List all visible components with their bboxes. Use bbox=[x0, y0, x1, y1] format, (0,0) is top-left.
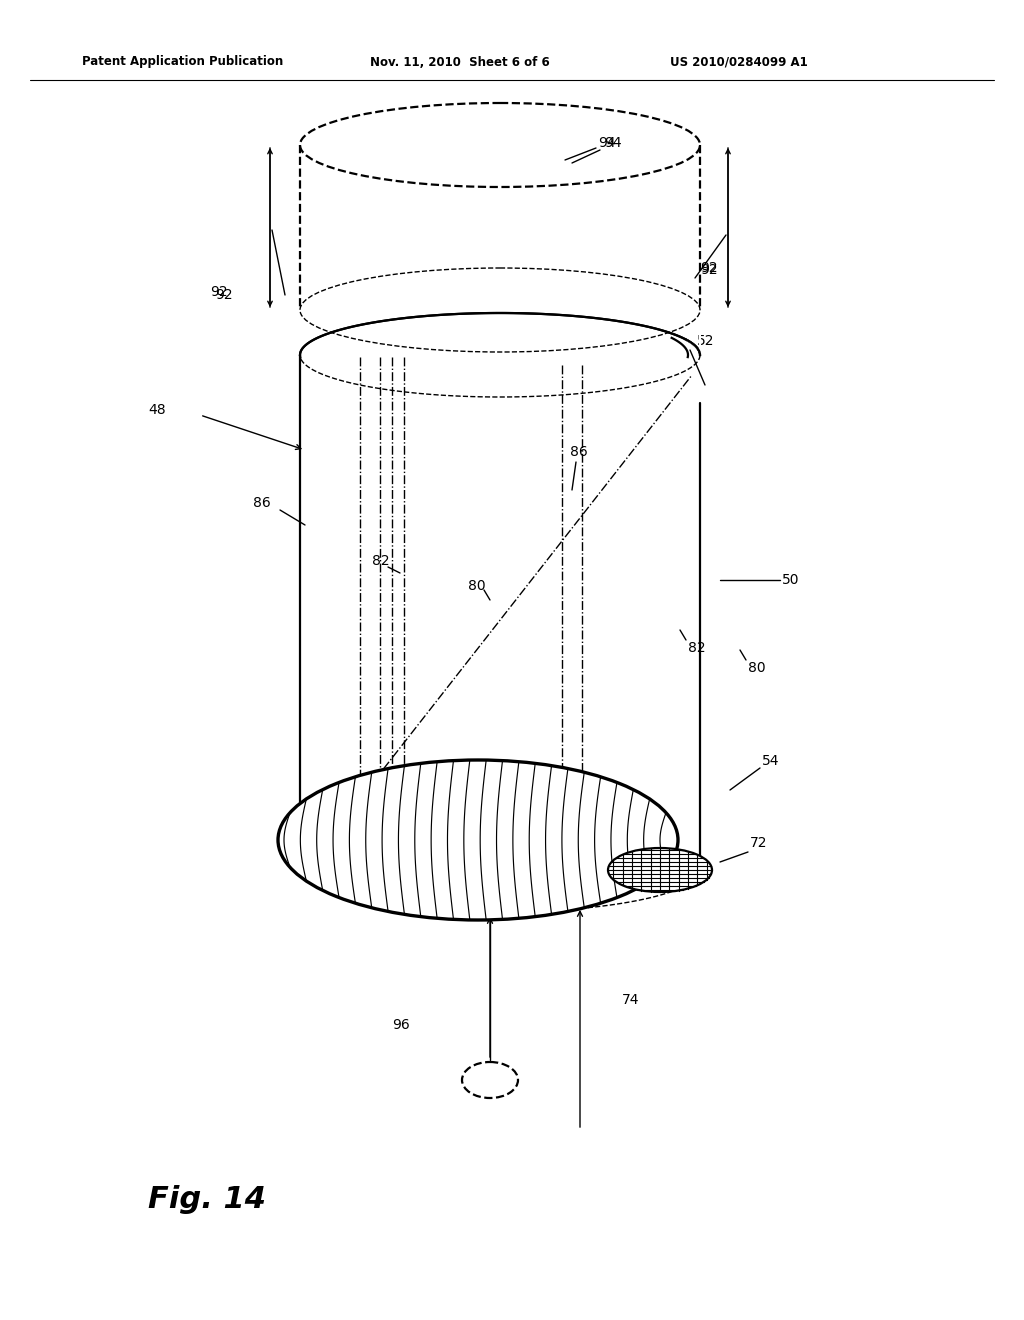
Text: 92: 92 bbox=[700, 263, 718, 277]
Text: 96: 96 bbox=[392, 1018, 410, 1032]
Text: 54: 54 bbox=[762, 754, 779, 768]
Text: Nov. 11, 2010  Sheet 6 of 6: Nov. 11, 2010 Sheet 6 of 6 bbox=[370, 55, 550, 69]
Text: 72: 72 bbox=[750, 836, 768, 850]
Text: Fig. 14: Fig. 14 bbox=[148, 1185, 266, 1214]
Text: 74: 74 bbox=[622, 993, 640, 1007]
Text: 92: 92 bbox=[700, 261, 718, 275]
Text: 92: 92 bbox=[210, 285, 227, 300]
Text: US 2010/0284099 A1: US 2010/0284099 A1 bbox=[670, 55, 808, 69]
Text: 86: 86 bbox=[253, 496, 270, 510]
Text: 50: 50 bbox=[782, 573, 800, 587]
Text: 80: 80 bbox=[468, 579, 485, 593]
Text: 52: 52 bbox=[697, 334, 715, 348]
Ellipse shape bbox=[278, 760, 678, 920]
Ellipse shape bbox=[608, 847, 712, 892]
Text: 80: 80 bbox=[748, 661, 766, 675]
Text: 94: 94 bbox=[604, 136, 622, 150]
Text: 94: 94 bbox=[598, 136, 615, 150]
Polygon shape bbox=[686, 315, 700, 355]
Text: 82: 82 bbox=[688, 642, 706, 655]
Text: 82: 82 bbox=[372, 554, 389, 568]
Text: 92: 92 bbox=[215, 288, 232, 302]
Text: 86: 86 bbox=[570, 445, 588, 459]
Text: Patent Application Publication: Patent Application Publication bbox=[82, 55, 284, 69]
Text: 48: 48 bbox=[148, 403, 166, 417]
